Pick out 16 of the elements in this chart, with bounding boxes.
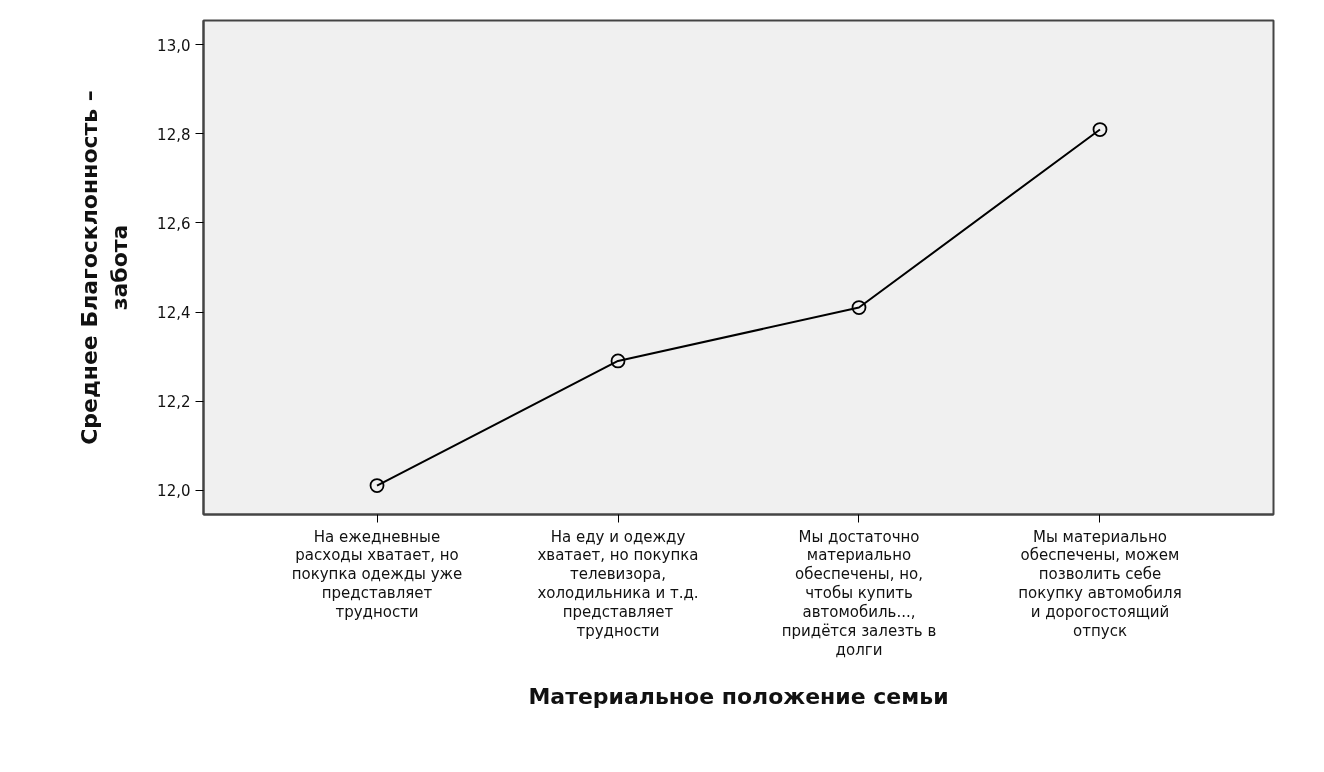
point: [369, 478, 385, 493]
y-tick-label: 12,6: [157, 215, 191, 233]
y-axis-title: Среднее Благосклонность – забота: [77, 90, 133, 445]
point: [610, 353, 626, 369]
point: [1092, 122, 1108, 137]
x-tick-label: На ежедневные расходы хватает, но покупка одежды уже представляет трудности: [291, 527, 463, 622]
x-tick-label: Мы достаточно материально обеспечены, но, чтобы купить автомобиль..., придётся залезть в долги: [781, 527, 937, 659]
y-tick-label: 12,4: [157, 304, 191, 322]
x-tick-label: На еду и одежду хватает, но покупка телевизора, холодильника и т.д. представляет трудности: [537, 527, 699, 640]
y-tick-label: 12,8: [157, 125, 191, 144]
point: [851, 300, 867, 315]
y-tick-label: 12,0: [157, 482, 191, 501]
y-tick-label: 12,2: [157, 393, 191, 412]
x-axis-title: Материальное положение семьи: [528, 683, 949, 709]
x-tick-label: Мы материально обеспечены, можем позволить себе покупку автомобиля и дорогостоящий отпуск: [1018, 527, 1182, 640]
y-tick-label: 13,0: [157, 36, 191, 55]
